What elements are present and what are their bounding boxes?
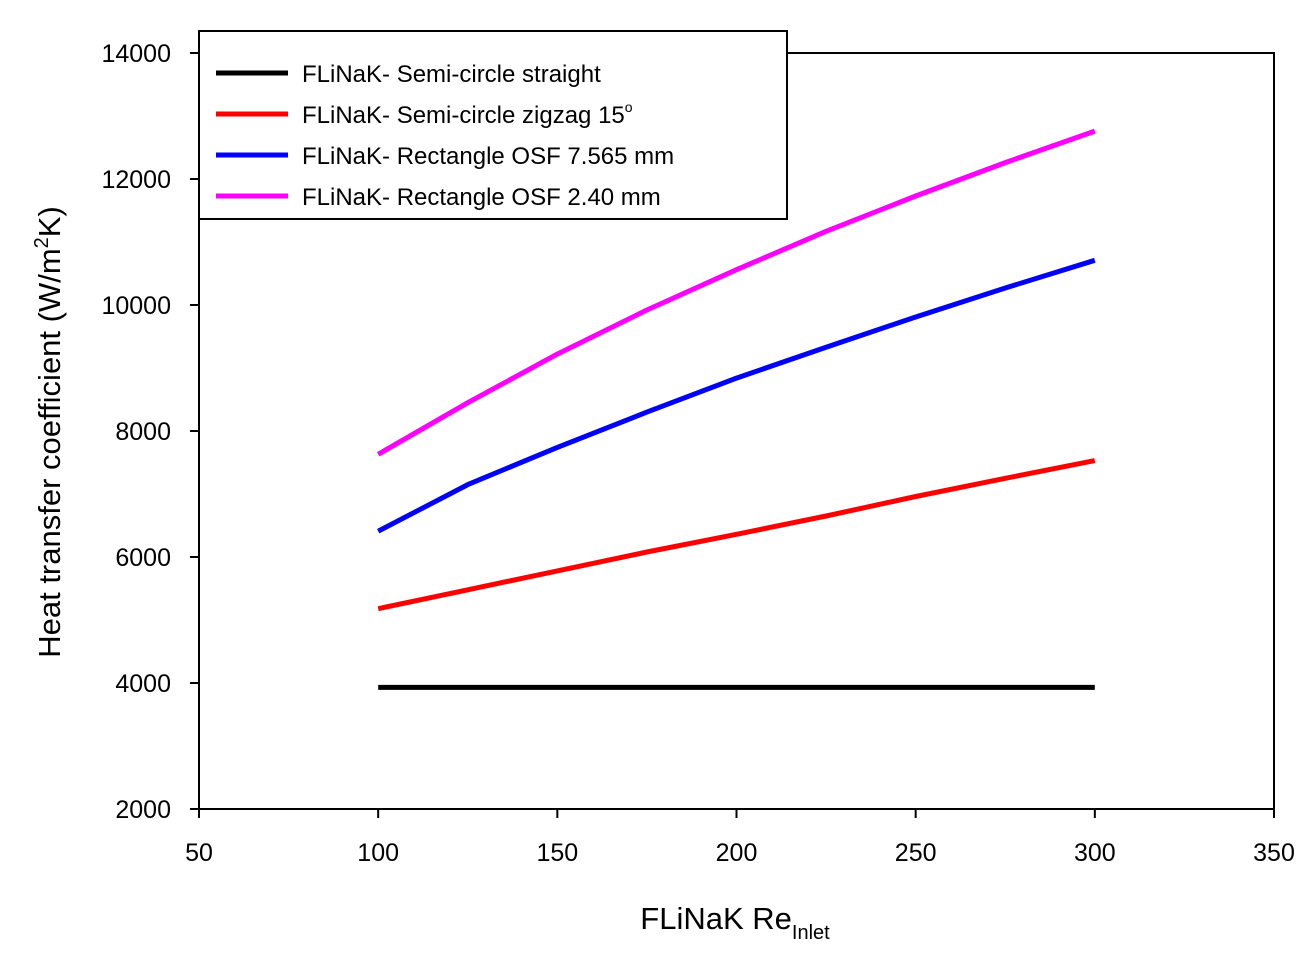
- y-tick-label: 8000: [115, 418, 171, 446]
- series-line-3: [376, 128, 1096, 457]
- series-lines: [376, 128, 1096, 690]
- y-tick-label: 6000: [115, 544, 171, 572]
- legend-label-text: FLiNaK- Rectangle OSF 2.40 mm: [302, 184, 661, 211]
- legend-label-0: FLiNaK- Semi-circle straight: [302, 61, 601, 88]
- legend-box: [198, 30, 788, 220]
- legend: FLiNaK- Semi-circle straight FLiNaK- Semi…: [198, 30, 788, 220]
- legend-label-text: FLiNaK- Semi-circle straight: [302, 61, 601, 88]
- series-line-1: [377, 458, 1096, 612]
- y-tick-label: 2000: [115, 796, 171, 824]
- y-tick-label: 4000: [115, 670, 171, 698]
- series-line-2: [377, 257, 1096, 534]
- y-tick-label: 12000: [101, 166, 171, 194]
- x-tick-label: 250: [895, 839, 937, 867]
- axis-ticks: 50 100 150 200 250 300 350 2000 4000 6000 8000 1000…: [101, 40, 1294, 867]
- y-axis-title: Heat transfer coefficient (W/m2K): [31, 206, 67, 658]
- x-tick-label: 50: [185, 839, 213, 867]
- legend-label-text: FLiNaK- Rectangle OSF 7.565 mm: [302, 143, 674, 170]
- legend-label-1: FLiNaK- Semi-circle zigzag 15o: [302, 99, 633, 129]
- legend-label-superscript: o: [625, 99, 633, 115]
- x-axis-title: FLiNaK ReInlet: [640, 901, 830, 944]
- y-axis-title-superscript: 2: [31, 237, 53, 248]
- y-tick-label: 10000: [101, 292, 171, 320]
- legend-label-3: FLiNaK- Rectangle OSF 2.40 mm: [302, 184, 661, 211]
- y-axis-title-main: Heat transfer coefficient (W/m: [32, 248, 67, 657]
- x-tick-label: 300: [1074, 839, 1116, 867]
- x-tick-label: 200: [716, 839, 758, 867]
- x-axis-title-main: FLiNaK Re: [640, 901, 792, 936]
- y-axis-title-unit: K): [32, 206, 67, 237]
- x-tick-label: 100: [357, 839, 399, 867]
- legend-label-text: FLiNaK- Semi-circle zigzag 15: [302, 102, 625, 129]
- x-axis-title-subscript: Inlet: [792, 922, 830, 944]
- x-tick-label: 350: [1253, 839, 1295, 867]
- legend-label-2: FLiNaK- Rectangle OSF 7.565 mm: [302, 143, 674, 170]
- x-tick-label: 150: [536, 839, 578, 867]
- y-tick-label: 14000: [101, 40, 171, 68]
